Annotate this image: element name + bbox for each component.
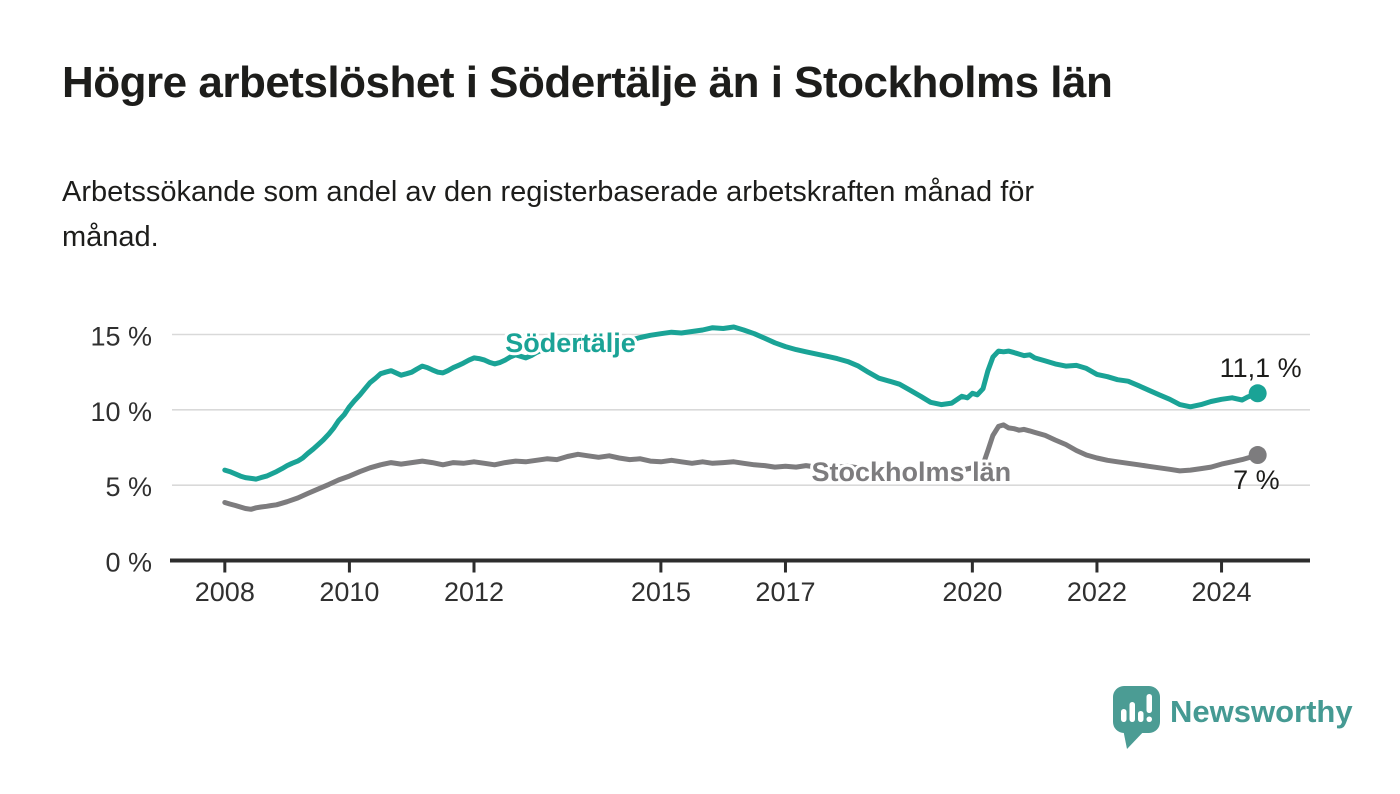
page-subtitle-line2: månad. [62, 220, 159, 253]
y-axis-label: 10 % [90, 397, 152, 427]
value-label-stockholms-lan: 7 % [1233, 465, 1280, 495]
value-label-sodertalje: 11,1 % [1220, 353, 1302, 383]
series-line-stockholms-lan [222, 422, 1261, 512]
newsworthy-bubble-barchart-icon [1113, 686, 1160, 749]
series-label-stockholms-lan: Stockholms län [812, 457, 1012, 487]
page-subtitle-line1: Arbetssökande som andel av den registerb… [62, 176, 1035, 208]
x-axis-label: 2022 [1067, 577, 1127, 607]
newsworthy-logo: Newsworthy [1108, 680, 1358, 761]
newsworthy-logo-text: Newsworthy [1170, 694, 1353, 729]
x-axis-label: 2015 [631, 577, 691, 607]
y-axis-label: 0 % [105, 548, 152, 578]
y-axis-label: 15 % [90, 322, 152, 352]
x-axis-label: 2024 [1192, 577, 1252, 607]
series-label-sodertalje: Södertälje [505, 328, 636, 358]
x-axis-label: 2020 [942, 577, 1002, 607]
y-axis-label: 5 % [105, 472, 152, 502]
page-subtitle: Arbetssökande som andel av den registerb… [62, 170, 1034, 260]
x-axis-label: 2008 [195, 577, 255, 607]
page-title: Högre arbetslöshet i Södertälje än i Sto… [62, 58, 1113, 107]
newsworthy-logo-svg: Newsworthy [1113, 686, 1353, 749]
x-axis-label: 2017 [755, 577, 815, 607]
series-end-dot-stockholms-lan [1248, 446, 1267, 465]
series-end-dot-sodertalje [1248, 384, 1267, 403]
x-axis-label: 2010 [319, 577, 379, 607]
series-line-sodertalje [222, 324, 1261, 482]
x-axis-label: 2012 [444, 577, 504, 607]
